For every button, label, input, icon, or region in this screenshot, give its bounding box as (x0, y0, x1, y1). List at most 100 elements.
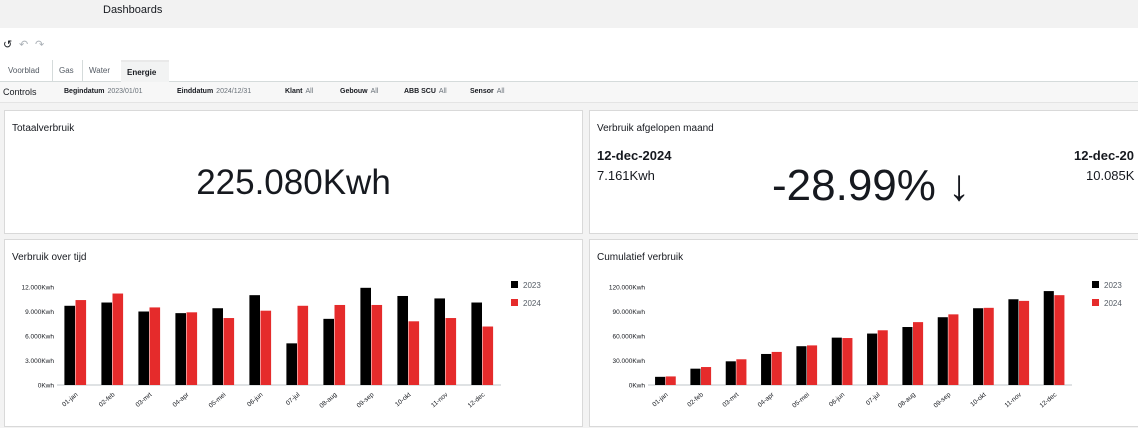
refresh-icon[interactable]: ↺ (3, 39, 13, 51)
bar-2024-11-nov[interactable] (445, 318, 457, 385)
bar-2023-03-mrt[interactable] (725, 361, 736, 385)
bar-2024-03-mrt[interactable] (736, 359, 747, 385)
bar-2024-07-jul[interactable] (297, 305, 309, 385)
filter-sensor[interactable]: Sensor All (470, 88, 505, 95)
usage-over-time-card: Verbruik over tijd 0Kwh 3.000Kwh 6.000Kwh 9… (4, 239, 583, 427)
tab-water[interactable]: Water (82, 60, 116, 81)
toolbar: ↺ ↶ ↷ (0, 28, 1138, 60)
bar-2024-12-dec[interactable] (1054, 295, 1065, 385)
x-tick-label: 11-nov (430, 391, 450, 409)
bar-2023-12-dec[interactable] (471, 302, 482, 385)
bar-2023-04-apr[interactable] (175, 313, 186, 385)
tab-energie[interactable]: Energie (121, 60, 169, 83)
bar-2023-12-dec[interactable] (1043, 291, 1054, 385)
x-tick-label: 05-mei (791, 391, 811, 409)
x-tick-label: 07-jul (865, 391, 882, 407)
tab-gas[interactable]: Gas (52, 60, 80, 81)
filter-value: All (370, 88, 379, 95)
total-usage-value: 225.080Kwh (196, 163, 391, 202)
filter-klant[interactable]: Klant All (285, 88, 313, 95)
bar-2023-10-okt[interactable] (973, 308, 984, 385)
x-tick-label: 04-apr (172, 391, 192, 409)
bar-2024-02-feb[interactable] (701, 367, 712, 385)
bar-2024-07-jul[interactable] (877, 330, 888, 385)
x-tick-label: 04-apr (757, 391, 777, 409)
x-tick-label: 07-jul (285, 391, 302, 407)
x-tick-label: 12-dec (467, 391, 487, 410)
bar-2024-10-okt[interactable] (983, 307, 994, 385)
y-tick-label: 6.000Kwh (25, 334, 54, 341)
filter-label: Sensor (470, 88, 494, 95)
legend-label[interactable]: 2023 (1104, 281, 1122, 290)
x-tick-label: 06-jun (246, 391, 265, 408)
bar-2023-08-aug[interactable] (323, 318, 334, 385)
x-tick-label: 05-mei (208, 391, 228, 409)
x-tick-label: 03-mrt (135, 391, 154, 409)
x-tick-label: 10-okt (394, 391, 412, 408)
bar-2023-07-jul[interactable] (867, 333, 878, 385)
last-month-kpi-card: Verbruik afgelopen maand 12-dec-2024 7.1… (589, 110, 1138, 234)
x-tick-label: 09-sep (356, 391, 376, 409)
bar-2024-09-sep[interactable] (371, 304, 383, 385)
bar-2023-07-jul[interactable] (286, 343, 297, 385)
legend-label[interactable]: 2024 (1104, 299, 1122, 308)
filter-label: ABB SCU (404, 88, 436, 95)
bar-2024-06-jun[interactable] (260, 310, 272, 385)
bar-2024-01-jan[interactable] (665, 376, 676, 385)
bar-2023-11-nov[interactable] (434, 298, 445, 385)
bar-2024-10-okt[interactable] (408, 321, 420, 385)
filter-einddatum[interactable]: Einddatum 2024/12/31 (177, 88, 251, 95)
bar-2023-05-mei[interactable] (796, 346, 807, 385)
bar-2023-02-feb[interactable] (101, 302, 112, 385)
bar-2023-05-mei[interactable] (212, 308, 223, 385)
filter-value: 2024/12/31 (216, 88, 252, 95)
filter-value: All (305, 88, 314, 95)
bar-2024-04-apr[interactable] (186, 312, 198, 385)
bar-2024-01-jan[interactable] (75, 300, 87, 385)
bar-2023-01-jan[interactable] (655, 376, 666, 385)
bar-2023-06-jun[interactable] (831, 337, 842, 385)
kpi-left-value: 7.161Kwh (597, 168, 655, 183)
filter-value: All (496, 88, 505, 95)
legend-label[interactable]: 2023 (523, 281, 541, 290)
bar-2023-08-aug[interactable] (902, 327, 913, 385)
y-tick-label: 90.000Kwh (612, 309, 645, 316)
filter-begindatum[interactable]: Begindatum 2023/01/01 (64, 88, 143, 95)
bar-2024-02-feb[interactable] (112, 293, 124, 385)
bar-2024-08-aug[interactable] (913, 322, 924, 385)
tab-voorblad[interactable]: Voorblad (8, 66, 40, 75)
bar-2023-02-feb[interactable] (690, 368, 701, 385)
bar-2024-05-mei[interactable] (807, 345, 818, 385)
bar-2024-04-apr[interactable] (771, 351, 782, 385)
legend-label[interactable]: 2024 (523, 299, 541, 308)
bar-2023-09-sep[interactable] (360, 287, 371, 385)
y-tick-label: 12.000Kwh (21, 285, 54, 292)
x-tick-label: 06-jun (828, 391, 847, 408)
x-tick-label: 09-sep (933, 391, 953, 409)
bar-2024-03-mrt[interactable] (149, 307, 161, 385)
bar-2023-04-apr[interactable] (761, 353, 772, 385)
bar-2024-06-jun[interactable] (842, 338, 853, 385)
bar-2024-05-mei[interactable] (223, 318, 235, 385)
kpi-right-date: 12-dec-20 (1074, 148, 1134, 163)
app-title[interactable]: Dashboards (103, 4, 163, 16)
bar-2023-11-nov[interactable] (1008, 299, 1019, 385)
undo-icon[interactable]: ↶ (19, 39, 29, 51)
redo-icon[interactable]: ↷ (35, 39, 45, 51)
bar-2024-12-dec[interactable] (482, 326, 494, 385)
cumulative-usage-chart: 0Kwh 30.000Kwh 60.000Kwh 90.000Kwh 120.000Kw… (609, 281, 1122, 410)
bar-2024-09-sep[interactable] (948, 314, 959, 385)
bar-2023-03-mrt[interactable] (138, 311, 149, 386)
filter-gebouw[interactable]: Gebouw All (340, 88, 378, 95)
filter-abb-scu[interactable]: ABB SCU All (404, 88, 447, 95)
chart-title: Verbruik over tijd (12, 252, 87, 263)
bar-2023-06-jun[interactable] (249, 295, 260, 385)
bar-2024-08-aug[interactable] (334, 304, 346, 385)
controls-title[interactable]: Controls (3, 87, 37, 97)
bar-2024-11-nov[interactable] (1019, 300, 1030, 385)
x-tick-label: 08-aug (318, 391, 338, 410)
bar-2023-10-okt[interactable] (397, 295, 408, 385)
bar-2023-01-jan[interactable] (64, 305, 75, 385)
bar-2023-09-sep[interactable] (937, 317, 948, 385)
legend-swatch (1092, 299, 1099, 306)
